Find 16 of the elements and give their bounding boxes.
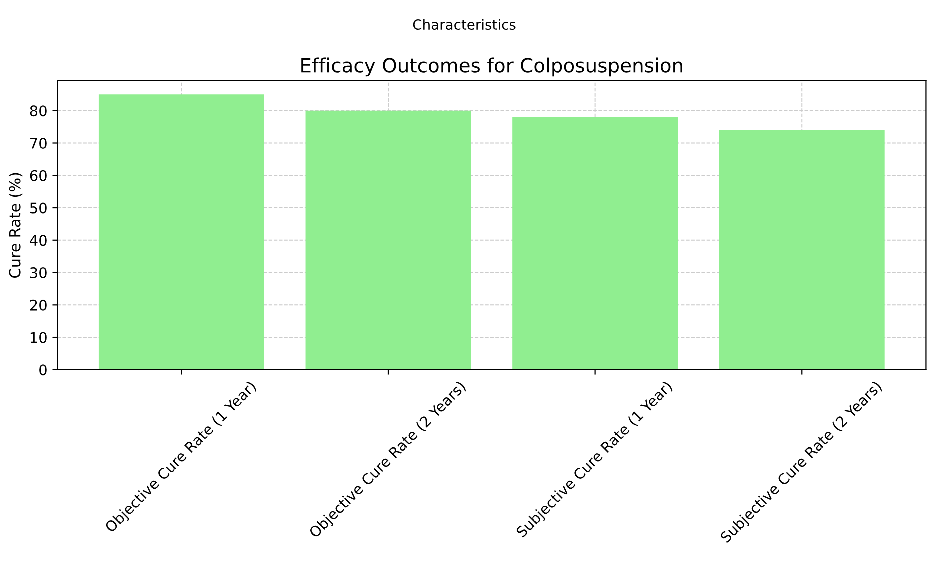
bar xyxy=(306,110,472,370)
bar xyxy=(512,117,678,370)
y-tick-label: 20 xyxy=(30,300,47,311)
y-axis-title: Cure Rate (%) xyxy=(8,173,23,278)
bar xyxy=(98,94,264,370)
y-tick-label: 40 xyxy=(30,235,47,246)
y-tick-label: 30 xyxy=(30,267,47,279)
y-tick-label: 80 xyxy=(30,106,47,117)
y-tick-label: 10 xyxy=(30,332,47,344)
y-tick-label: 0 xyxy=(40,364,47,376)
text: Characteristics xyxy=(413,19,516,30)
y-tick-label: 60 xyxy=(30,170,47,182)
chart-title: Efficacy Outcomes for Colposuspension xyxy=(302,58,682,77)
y-tick-label: 70 xyxy=(30,138,47,149)
bar xyxy=(719,130,885,370)
y-tick-label: 50 xyxy=(30,202,47,214)
